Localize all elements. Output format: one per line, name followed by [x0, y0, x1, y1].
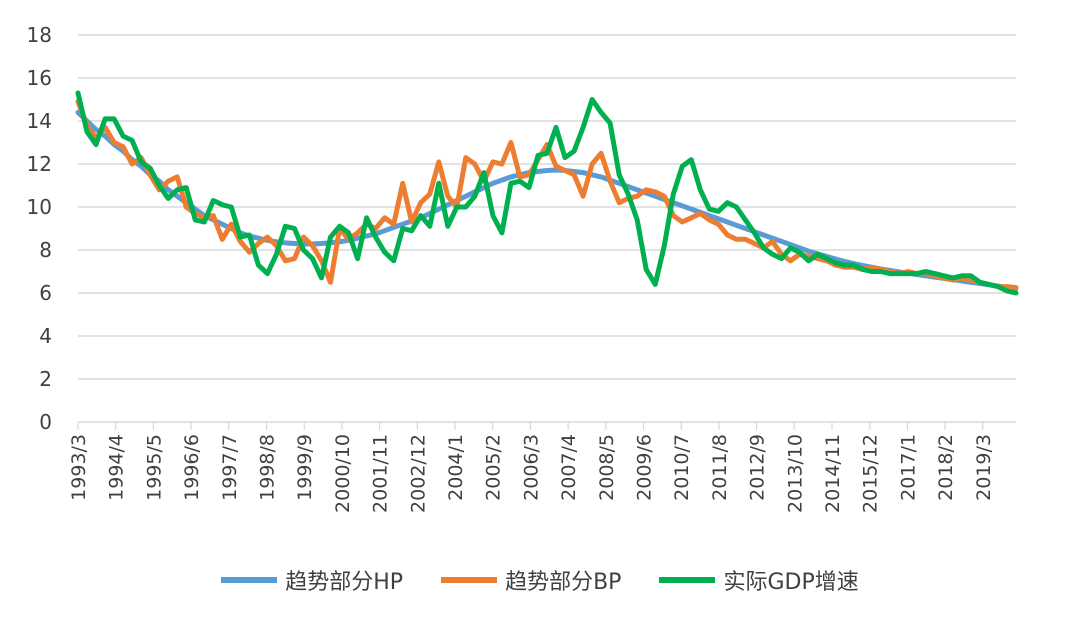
x-tick-label: 2002/12 [407, 434, 429, 513]
series-line-1 [75, 99, 1019, 291]
x-tick-label: 2007/4 [558, 434, 580, 501]
x-tick-label: 2019/3 [973, 434, 995, 501]
line-chart: 0 2 4 6 8 10 12 14 16 18 1993/3 1994/4 1995/5 1996/6… [27, 23, 1019, 513]
series-line-2 [75, 90, 1019, 296]
y-tick-label: 8 [39, 238, 52, 262]
x-tick-label: 1993/3 [68, 434, 90, 501]
y-tick-label: 0 [39, 410, 52, 434]
y-tick-label: 14 [27, 109, 52, 133]
legend-label-bp: 趋势部分BP [505, 570, 622, 595]
x-tick-label: 2006/3 [520, 434, 542, 501]
series-lines [75, 90, 1019, 296]
x-tick-label: 1998/8 [257, 434, 279, 501]
x-tick-label: 2011/8 [709, 434, 731, 501]
x-tick-label: 1994/4 [106, 434, 128, 501]
x-tick-label: 2017/1 [897, 434, 919, 501]
x-tick-label: 1997/7 [219, 434, 241, 501]
grid-lines [78, 34, 1016, 380]
x-tick-label: 2013/10 [784, 434, 806, 513]
x-tick-label: 2004/1 [445, 434, 467, 501]
y-tick-label: 2 [39, 367, 52, 391]
x-tick-label: 2001/11 [370, 434, 392, 513]
x-tick-label: 2005/2 [483, 434, 505, 501]
y-axis-tick-labels: 0 2 4 6 8 10 12 14 16 18 [27, 23, 52, 434]
x-axis: 1993/3 1994/4 1995/5 1996/6 1997/7 1998/8 1999… [68, 421, 1016, 513]
x-tick-label: 1995/5 [143, 434, 165, 501]
x-tick-label: 2000/10 [332, 434, 354, 513]
x-tick-label: 2009/6 [634, 434, 656, 501]
x-tick-label: 1999/9 [294, 434, 316, 501]
x-tick-label: 2018/2 [935, 434, 957, 501]
legend-swatch-bp [441, 577, 498, 583]
legend: 趋势部分HP 趋势部分BP 实际GDP增速 [0, 560, 1080, 600]
legend-label-gdp: 实际GDP增速 [723, 570, 859, 595]
x-tick-label: 2010/7 [671, 434, 693, 501]
legend-item-hp: 趋势部分HP [221, 564, 403, 596]
x-tick-label: 2012/9 [747, 434, 769, 501]
y-tick-label: 18 [27, 23, 52, 47]
legend-item-gdp: 实际GDP增速 [659, 564, 859, 596]
x-tick-label: 2015/12 [860, 434, 882, 513]
x-tick-label: 1996/6 [181, 434, 203, 501]
legend-item-bp: 趋势部分BP [441, 564, 621, 596]
x-tick-label: 2008/5 [596, 434, 618, 501]
x-tick-label: 2014/11 [822, 434, 844, 513]
legend-swatch-gdp [659, 577, 716, 583]
y-tick-label: 16 [27, 66, 52, 90]
y-tick-label: 12 [27, 152, 52, 176]
legend-swatch-hp [221, 577, 278, 583]
y-tick-label: 10 [27, 195, 52, 219]
legend-label-hp: 趋势部分HP [285, 570, 404, 595]
y-tick-label: 4 [39, 324, 52, 348]
y-tick-label: 6 [39, 281, 52, 305]
